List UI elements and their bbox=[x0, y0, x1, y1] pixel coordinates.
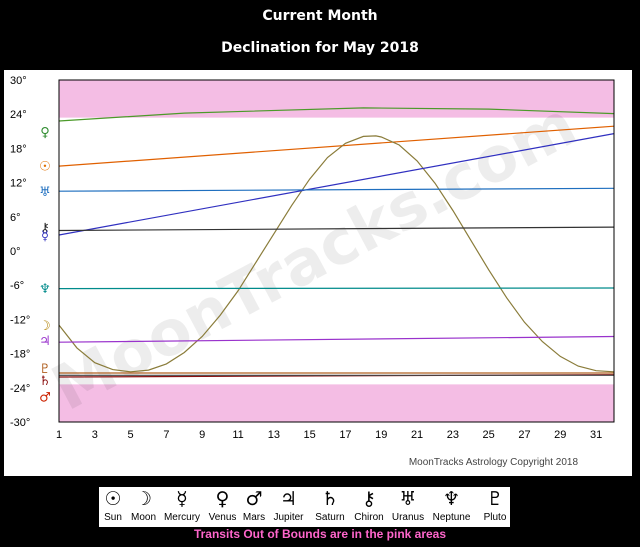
venus-icon: ♀ bbox=[215, 488, 230, 510]
declination-chart: MoonTracks.com 30° 24° 18° 12° 6° 0° -6° -12° -18… bbox=[10, 75, 615, 468]
y-tick-label: 18° bbox=[10, 143, 27, 155]
x-tick-label: 31 bbox=[590, 429, 602, 441]
legend-label: Neptune bbox=[432, 512, 471, 523]
left-marker-glyph: ⚷ bbox=[40, 221, 50, 236]
series-line-uranus bbox=[58, 187, 615, 192]
y-tick-label: 12° bbox=[10, 178, 27, 190]
y-tick-label: -12° bbox=[10, 314, 30, 326]
x-tick-label: 3 bbox=[92, 429, 98, 441]
left-marker-glyph: ☽ bbox=[39, 319, 51, 334]
x-tick-label: 13 bbox=[268, 429, 280, 441]
legend-item-moon: ☽ Moon bbox=[128, 487, 160, 527]
chiron-icon: ⚷ bbox=[362, 488, 376, 510]
jupiter-icon: ♃ bbox=[279, 488, 298, 510]
legend-label: Sun bbox=[104, 512, 122, 523]
y-tick-label: 30° bbox=[10, 75, 27, 87]
copyright-text: MoonTracks Astrology Copyright 2018 bbox=[409, 457, 579, 468]
mercury-icon: ☿ bbox=[176, 488, 188, 510]
series-line-venus bbox=[58, 107, 615, 122]
y-tick-label: -6° bbox=[10, 280, 24, 292]
legend-label: Chiron bbox=[354, 512, 384, 523]
x-tick-label: 9 bbox=[199, 429, 205, 441]
left-marker-glyph: ♄ bbox=[39, 374, 51, 389]
legend-item-neptune: ♆ Neptune bbox=[429, 487, 475, 527]
left-marker-glyph: ♀ bbox=[40, 125, 50, 140]
x-tick-label: 19 bbox=[375, 429, 387, 441]
plot-border bbox=[58, 79, 615, 423]
out-of-bounds-note: Transits Out of Bounds are in the pink a… bbox=[193, 527, 447, 541]
legend-item-mars: ♂ Mars bbox=[241, 487, 267, 527]
x-tick-label: 1 bbox=[56, 429, 62, 441]
left-marker-glyph: ♇ bbox=[39, 362, 51, 377]
y-tick-label: 24° bbox=[10, 109, 27, 121]
mars-icon: ♂ bbox=[245, 488, 263, 510]
left-marker-glyph: ♆ bbox=[39, 282, 51, 297]
x-tick-label: 25 bbox=[483, 429, 495, 441]
y-tick-label: 0° bbox=[10, 246, 21, 258]
pluto-icon: ♇ bbox=[486, 488, 504, 510]
legend-label: Jupiter bbox=[273, 512, 304, 523]
oob-band-1 bbox=[59, 384, 614, 422]
y-tick-label: -24° bbox=[10, 383, 30, 395]
series-line-sun bbox=[58, 125, 615, 167]
x-tick-label: 17 bbox=[339, 429, 351, 441]
legend-item-saturn: ♄ Saturn bbox=[310, 487, 350, 527]
legend-label: Pluto bbox=[483, 512, 507, 523]
page-title: Current Month bbox=[262, 8, 378, 24]
x-tick-label: 29 bbox=[554, 429, 566, 441]
x-tick-label: 7 bbox=[163, 429, 169, 441]
chart-panel: MoonTracks.com 30° 24° 18° 12° 6° 0° -6° -12° -18… bbox=[4, 70, 632, 476]
y-tick-label: 6° bbox=[10, 212, 21, 224]
legend-item-venus: ♀ Venus bbox=[205, 487, 241, 527]
left-marker-glyph: ♂ bbox=[39, 390, 51, 405]
legend-label: Moon bbox=[130, 512, 156, 523]
moon-icon: ☽ bbox=[134, 488, 153, 510]
x-tick-label: 27 bbox=[518, 429, 530, 441]
legend-label: Saturn bbox=[315, 512, 345, 523]
series-line-jupiter bbox=[58, 335, 615, 343]
uranus-icon: ♅ bbox=[399, 488, 417, 510]
left-marker-glyph: ☉ bbox=[39, 160, 51, 175]
oob-band-0 bbox=[59, 80, 614, 118]
legend-item-chiron: ⚷ Chiron bbox=[351, 487, 388, 527]
x-tick-label: 21 bbox=[411, 429, 423, 441]
legend-item-pluto: ♇ Pluto bbox=[475, 487, 515, 527]
legend-item-jupiter: ♃ Jupiter bbox=[268, 487, 310, 527]
y-tick-label: -18° bbox=[10, 349, 30, 361]
x-tick-label: 23 bbox=[447, 429, 459, 441]
x-tick-label: 15 bbox=[304, 429, 316, 441]
series-line-moon bbox=[58, 135, 615, 373]
legend-item-sun: ☉ Sun bbox=[99, 487, 127, 527]
series-line-chiron bbox=[58, 226, 615, 232]
planet-legend: ☉ Sun ☽ Moon ☿ Mercury ♀ Venus ♂ Mars ♃ Jupiter ♄ Sat… bbox=[99, 487, 510, 527]
sun-icon: ☉ bbox=[104, 488, 122, 510]
legend-item-mercury: ☿ Mercury bbox=[160, 487, 204, 527]
chart-subtitle: Declination for May 2018 bbox=[221, 40, 419, 56]
y-tick-label: -30° bbox=[10, 417, 30, 429]
series-line-neptune bbox=[58, 287, 615, 290]
x-tick-label: 5 bbox=[128, 429, 134, 441]
x-tick-label: 11 bbox=[232, 429, 243, 441]
saturn-icon: ♄ bbox=[321, 488, 339, 510]
legend-label: Mercury bbox=[163, 512, 201, 523]
left-marker-glyph: ♃ bbox=[39, 334, 51, 349]
series-line-mercury bbox=[58, 133, 615, 236]
legend-label: Uranus bbox=[391, 512, 425, 523]
left-marker-glyph: ☿ bbox=[41, 229, 49, 244]
legend-label: Venus bbox=[208, 512, 237, 523]
legend-item-uranus: ♅ Uranus bbox=[388, 487, 428, 527]
left-marker-glyph: ♅ bbox=[39, 185, 51, 200]
neptune-icon: ♆ bbox=[442, 488, 461, 510]
legend-label: Mars bbox=[242, 512, 266, 523]
watermark-text: MoonTracks.com bbox=[40, 87, 588, 424]
